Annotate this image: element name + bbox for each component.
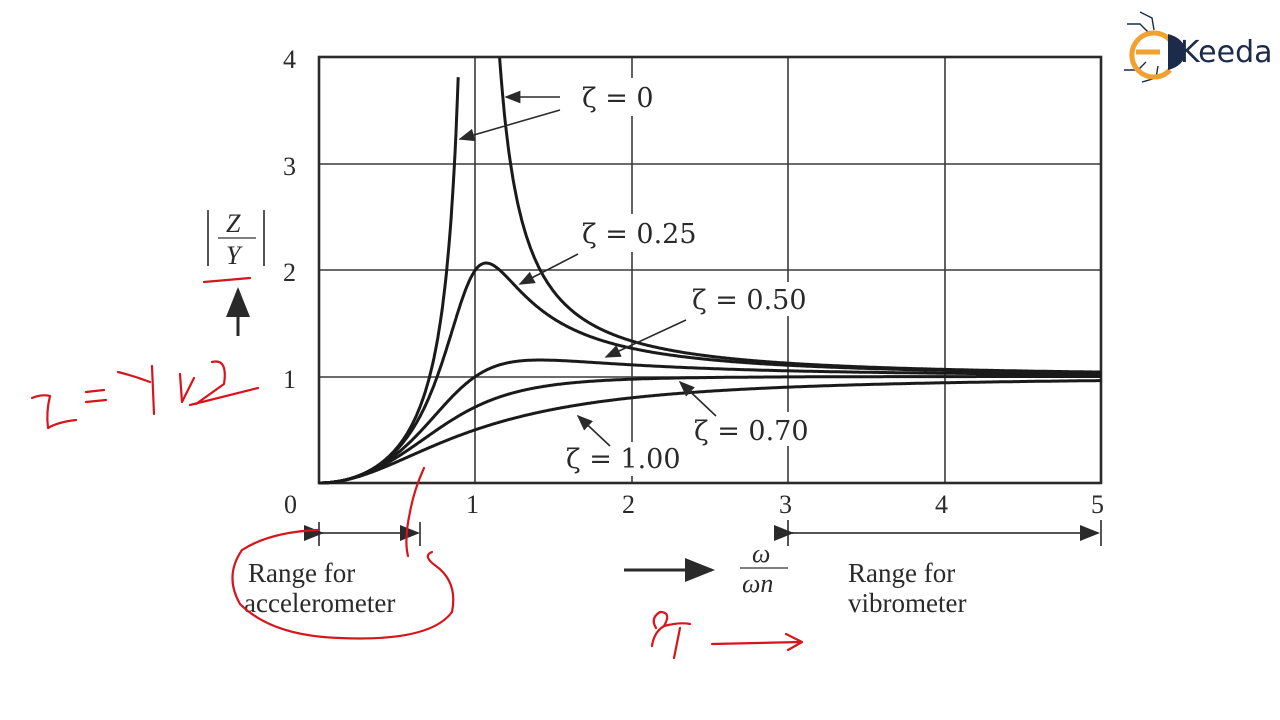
svg-text:0: 0 [284,490,297,519]
svg-text:4: 4 [283,45,296,74]
range-vibrometer-bracket [774,520,1102,546]
x-tick-labels: 0 1 2 3 4 5 [284,490,1104,519]
range-accelerometer-label-2: accelerometer [244,588,395,618]
ink-accelerometer-circle [231,528,455,640]
plot-frame [317,55,1103,485]
label-zeta-025: ζ = 0.25 [582,219,697,250]
svg-text:2: 2 [622,490,635,519]
curve-zeta-07 [319,375,1101,485]
label-zeta-050: ζ = 0.50 [692,285,807,316]
handwritten-annotations [30,276,804,660]
range-accelerometer-label-1: Range for [248,558,355,588]
range-accelerometer-bracket [304,522,421,546]
range-vibrometer-label-1: Range for [848,558,955,588]
ink-equation-z-y-w2 [30,394,78,430]
label-zeta-070: ζ = 0.70 [694,416,809,447]
x-axis-numerator: ω [752,539,770,568]
logo-e-arc [1129,30,1172,80]
response-curves [319,57,1101,485]
range-vibrometer-label-2: vibrometer [848,588,966,618]
svg-text:3: 3 [779,490,792,519]
curve-zeta-1 [319,379,1101,485]
y-axis-label: Z Y [207,209,265,336]
svg-text:1: 1 [283,365,296,394]
logo-text: Keeda [1180,35,1273,70]
ekeeda-logo: Keeda [1124,11,1273,83]
y-tick-labels: 4 3 2 1 [283,45,296,394]
svg-text:1: 1 [466,490,479,519]
curve-zeta-025 [319,261,1101,485]
y-axis-numerator: Z [226,209,241,238]
ink-arrow-right-icon [710,632,804,652]
svg-text:5: 5 [1091,490,1104,519]
curve-zeta-05 [319,358,1101,485]
logo-bug-body [1168,34,1186,70]
x-axis-label: ω ωn [624,539,788,598]
svg-text:4: 4 [935,490,948,519]
label-zeta-0: ζ = 0 [582,83,654,114]
curve-zeta-0 [319,77,460,485]
svg-text:3: 3 [283,152,296,181]
svg-text:2: 2 [283,258,296,287]
ink-eta-symbol [650,610,692,660]
ink-accelerometer-mark [405,466,426,558]
label-arrows [458,90,717,447]
label-zeta-100: ζ = 1.00 [566,444,681,475]
x-axis-denominator: ωn [742,569,773,598]
y-axis-denominator: Y [226,241,243,270]
